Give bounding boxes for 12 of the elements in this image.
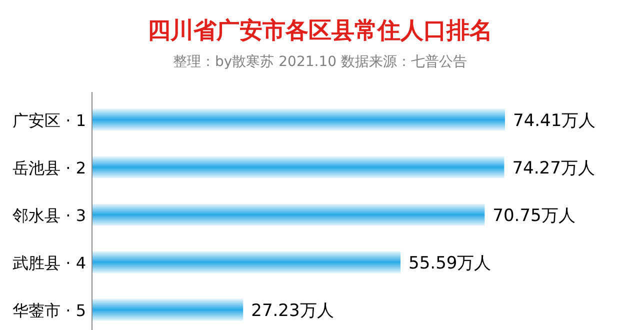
value-label: 70.75万人 <box>492 206 576 226</box>
value-label: 74.27万人 <box>512 158 595 178</box>
category-label: 邻水县 · 3 <box>12 206 86 225</box>
subtitle: 整理：by散寒苏 2021.10 数据来源：七普公告 <box>173 54 467 70</box>
category-label: 华蓥市 · 5 <box>12 300 86 320</box>
value-label: 55.59万人 <box>408 253 492 274</box>
title: 四川省广安市各区县常住人口排名 <box>148 18 492 44</box>
category-label: 岳池县 · 2 <box>12 158 86 178</box>
category-label: 武胜县 · 4 <box>12 253 86 272</box>
value-label: 27.23万人 <box>251 300 334 321</box>
category-label: 广安区 · 1 <box>12 110 86 130</box>
value-label: 74.41万人 <box>513 110 596 131</box>
